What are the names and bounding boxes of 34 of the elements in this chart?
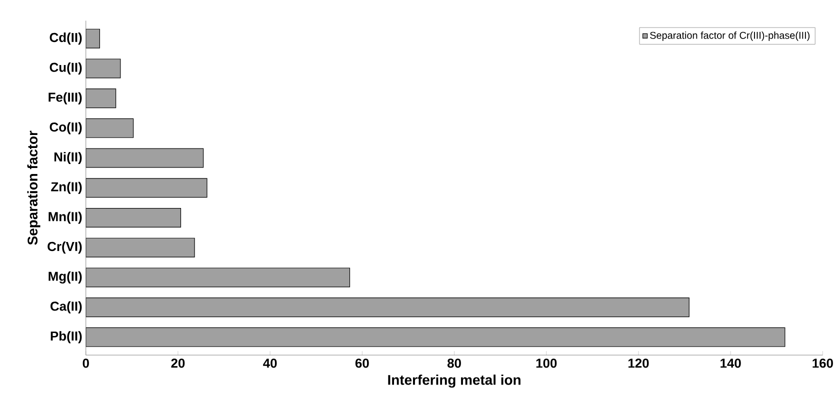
x-tick-label: 60: [355, 358, 369, 368]
bar: [86, 118, 134, 138]
y-tick-label: Pb(II): [50, 331, 82, 344]
x-tick-label: 20: [171, 358, 185, 368]
y-tick-label: Cd(II): [50, 32, 82, 45]
x-tick-label: 160: [812, 358, 833, 368]
y-tick-label: Ca(II): [50, 301, 82, 314]
bar: [86, 88, 116, 108]
y-tick-label: Mg(II): [48, 271, 82, 284]
x-tick-label: 100: [536, 358, 557, 368]
bar: [86, 298, 690, 318]
bar: [86, 178, 208, 198]
y-tick-label: Co(II): [50, 122, 82, 134]
bar: [86, 58, 121, 78]
x-tick-label: 140: [720, 358, 741, 368]
bar: [86, 29, 100, 48]
bar: [86, 327, 786, 347]
y-tick-label: Fe(III): [48, 92, 82, 104]
y-axis-title: Separation factor: [27, 130, 40, 245]
x-axis-title: Interfering metal ion: [388, 374, 520, 388]
bar: [86, 268, 350, 288]
bar: [86, 148, 204, 168]
x-tick-label: 40: [263, 358, 277, 368]
y-tick-label: Ni(II): [54, 152, 82, 164]
x-tick-label: 0: [82, 358, 89, 368]
y-tick-label: Cr(VI): [48, 242, 82, 254]
y-tick-label: Cu(II): [50, 62, 82, 75]
bar: [86, 208, 182, 228]
y-tick-label: Zn(II): [51, 182, 82, 194]
bar: [86, 238, 195, 258]
y-tick-label: Mn(II): [48, 212, 82, 224]
x-tick-label: 80: [447, 358, 461, 368]
x-tick-label: 120: [628, 358, 649, 368]
legend-label: Separation factor of Cr(III)-phase(III): [650, 32, 810, 41]
